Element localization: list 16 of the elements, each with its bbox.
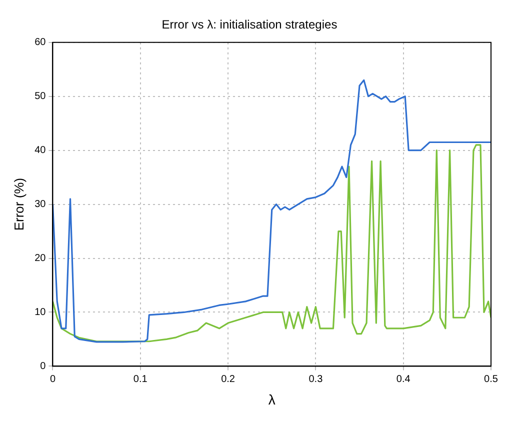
y-tick-label: 0 xyxy=(40,360,46,372)
y-tick-label: 60 xyxy=(34,37,46,48)
x-tick-label: 0.1 xyxy=(133,374,148,385)
y-tick-label: 10 xyxy=(34,306,46,318)
x-tick-label: 0.5 xyxy=(484,374,498,385)
x-tick-label: 0.3 xyxy=(308,374,324,385)
y-axis-title: Error (%) xyxy=(11,178,26,231)
y-tick-label: 30 xyxy=(34,199,46,210)
x-tick-label: 0.2 xyxy=(221,374,236,385)
y-tick-label: 20 xyxy=(34,253,46,264)
x-tick-label: 0 xyxy=(50,374,56,385)
y-tick-label: 40 xyxy=(34,145,46,156)
x-axis-title: λ xyxy=(268,391,276,408)
y-tick-label: 50 xyxy=(34,91,46,102)
chart-title: Error vs λ: initialisation strategies xyxy=(162,18,338,32)
x-tick-label: 0.4 xyxy=(396,374,411,385)
